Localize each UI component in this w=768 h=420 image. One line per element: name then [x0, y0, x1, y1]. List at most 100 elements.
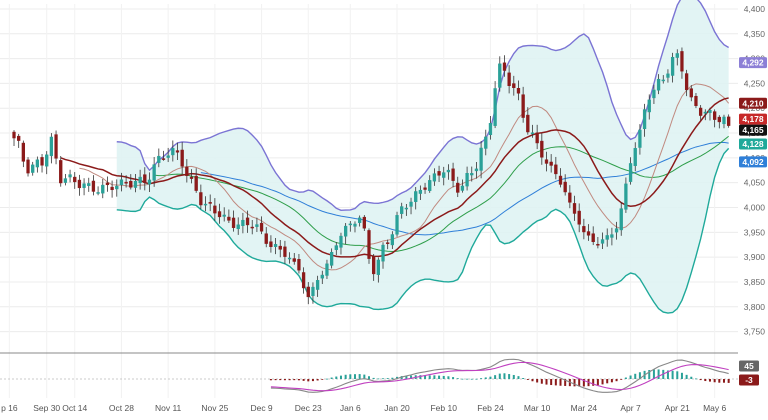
candle	[479, 140, 483, 179]
bollinger-lower-line	[116, 147, 730, 314]
candle	[278, 240, 282, 258]
candle	[315, 275, 320, 297]
candle	[82, 178, 86, 196]
candle	[133, 173, 138, 193]
candle-body	[12, 131, 16, 139]
macd-histogram-bar	[484, 377, 487, 379]
macd-histogram-bar	[634, 373, 637, 379]
candle	[465, 166, 469, 191]
candle-body	[572, 203, 577, 214]
candle	[129, 174, 133, 190]
x-tick-label: Apr 7	[620, 403, 641, 413]
macd-histogram-bar	[573, 379, 576, 387]
macd-histogram-bar	[708, 379, 711, 382]
candle	[91, 175, 96, 196]
candle-body	[315, 280, 320, 290]
macd-histogram-bar	[353, 374, 356, 379]
candle-body	[31, 164, 35, 173]
candle-body	[642, 109, 647, 130]
candle-body	[708, 110, 712, 113]
macd-histogram-bar	[540, 379, 543, 384]
candle	[446, 164, 451, 180]
candle	[166, 147, 170, 163]
macd-histogram-bar	[512, 374, 515, 379]
macd-histogram-bar	[452, 377, 455, 379]
candle	[245, 210, 250, 233]
macd-histogram-bar	[442, 375, 445, 379]
price-badge-bg	[739, 57, 767, 69]
candle-body	[414, 191, 418, 202]
candle-body	[372, 256, 376, 275]
candle	[311, 282, 315, 304]
x-tick-label: Dec 23	[295, 403, 322, 413]
x-tick-label: Dec 9	[250, 403, 272, 413]
candle-body	[101, 184, 105, 194]
y-tick-label: 4,000	[744, 203, 766, 213]
candle	[404, 204, 409, 216]
macd-histogram-bar	[718, 379, 721, 383]
candle	[152, 157, 156, 187]
candle	[703, 109, 707, 121]
y-tick-label: 3,900	[744, 252, 766, 262]
candle	[124, 175, 128, 188]
candle	[250, 220, 254, 235]
macd-line	[270, 358, 729, 393]
macd-histogram-bar	[722, 379, 725, 383]
macd-histogram-bar	[494, 375, 497, 379]
candle-body	[245, 217, 250, 226]
candle	[138, 169, 142, 190]
macd-histogram-bar	[564, 379, 567, 386]
candle-body	[283, 246, 287, 257]
candle-body	[446, 169, 451, 173]
price-badge-bg	[739, 97, 767, 109]
candle-body	[689, 88, 693, 98]
candle-body	[474, 168, 479, 172]
macd-histogram-bar	[344, 374, 347, 379]
candle	[544, 151, 549, 172]
indicator-badge-bg	[739, 360, 759, 372]
candle-body	[498, 63, 502, 88]
candle-body	[171, 148, 175, 156]
candle	[540, 133, 544, 165]
candle-body	[166, 155, 170, 158]
candle	[680, 47, 684, 79]
candle-body	[386, 242, 390, 244]
candle-body	[647, 99, 651, 113]
candle	[666, 69, 670, 83]
candle-body	[17, 135, 21, 141]
candle	[115, 179, 119, 197]
candle	[353, 221, 357, 233]
price-badge: 4,210	[739, 97, 767, 109]
macd-histogram-bar	[578, 379, 581, 387]
candle-body	[568, 192, 572, 203]
candle	[203, 196, 208, 212]
candle	[301, 267, 306, 294]
y-tick-label: 4,350	[744, 29, 766, 39]
macd-histogram-bar	[517, 376, 520, 379]
y-tick-label: 4,250	[744, 78, 766, 88]
candle	[236, 217, 240, 235]
candle	[194, 168, 198, 193]
macd-histogram-bar	[461, 378, 464, 380]
candle	[722, 114, 726, 129]
candle-body	[91, 180, 96, 192]
x-tick-label: Jan 6	[340, 403, 361, 413]
candle-body	[199, 192, 203, 206]
macd-panel	[0, 358, 738, 393]
candle-body	[727, 116, 731, 126]
candle-body	[367, 230, 371, 259]
candle-body	[563, 181, 567, 193]
candle-body	[147, 179, 152, 185]
x-tick-label: Feb 10	[430, 403, 457, 413]
macd-histogram-bar	[713, 379, 716, 383]
candle-body	[535, 132, 539, 144]
candle-body	[516, 88, 521, 94]
candle	[628, 157, 633, 185]
candle	[694, 92, 698, 109]
candle-body	[203, 203, 208, 206]
candle	[264, 227, 268, 248]
candle	[647, 94, 651, 120]
candle-body	[670, 56, 675, 76]
price-badge-bg	[739, 124, 767, 136]
